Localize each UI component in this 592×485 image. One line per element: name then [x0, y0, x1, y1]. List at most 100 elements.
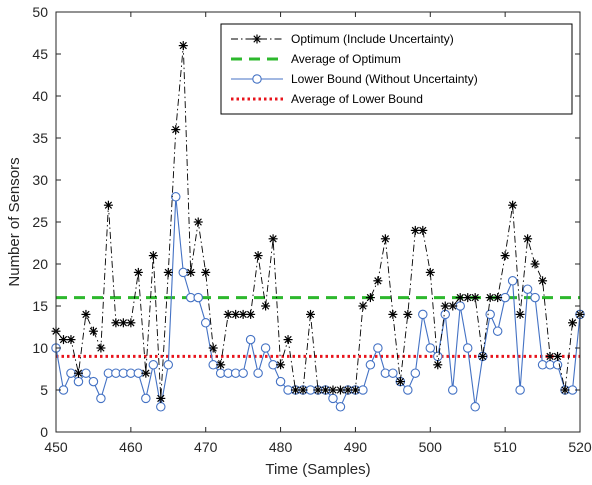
optimum-point — [358, 301, 368, 311]
lower-bound-point — [178, 267, 189, 278]
lower-bound-point — [253, 368, 263, 378]
lower-bound-point — [418, 309, 428, 320]
lower-bound-point — [328, 393, 338, 404]
optimum-point — [223, 309, 233, 319]
optimum-point — [163, 267, 173, 277]
lower-bound-point — [141, 393, 151, 404]
optimum-point — [81, 309, 91, 319]
lower-bound-point — [365, 360, 376, 370]
x-axis-label: Time (Samples) — [265, 461, 370, 478]
optimum-point — [448, 301, 458, 311]
lower-bound-point — [500, 292, 510, 303]
optimum-point — [350, 385, 360, 395]
lower-bound-point — [455, 301, 465, 311]
x-tick-label: 520 — [568, 439, 592, 455]
optimum-point — [88, 326, 98, 336]
lower-bound-point — [388, 368, 398, 378]
optimum-point — [126, 318, 136, 328]
lower-bound-point — [171, 192, 181, 202]
optimum-point — [515, 309, 525, 319]
legend-label-optimum: Optimum (Include Uncertainty) — [291, 32, 454, 46]
lower-bound-point — [156, 402, 166, 412]
legend-swatch-marker — [252, 74, 262, 84]
optimum-point — [66, 335, 76, 345]
x-tick-label: 490 — [344, 439, 368, 455]
legend-label-average-lower-bound: Average of Lower Bound — [291, 92, 423, 106]
legend-swatch-marker — [252, 34, 262, 44]
lower-bound-point — [96, 393, 106, 404]
y-tick-label: 15 — [32, 298, 48, 314]
optimum-point — [485, 293, 495, 303]
legend-item-optimum: Optimum (Include Uncertainty) — [231, 32, 454, 46]
optimum-point — [73, 368, 83, 378]
x-tick-label: 450 — [44, 439, 68, 455]
optimum-point — [171, 125, 181, 135]
lower-bound-point — [433, 351, 443, 362]
y-tick-label: 35 — [32, 130, 48, 146]
lower-bound-point — [515, 385, 525, 395]
lower-bound-point — [410, 368, 421, 378]
lower-bound-point — [522, 284, 533, 294]
optimum-point — [186, 267, 196, 277]
optimum-point — [403, 309, 413, 319]
optimum-point — [560, 385, 570, 395]
optimum-point — [553, 351, 563, 361]
y-tick-label: 5 — [40, 382, 48, 398]
y-tick-label: 50 — [32, 4, 48, 20]
x-tick-label: 500 — [419, 439, 443, 455]
optimum-point — [238, 309, 248, 319]
lower-bound-point — [425, 343, 436, 353]
optimum-point — [568, 318, 578, 328]
y-tick-label: 25 — [32, 214, 48, 230]
axes: 450 460 470 480 490 500 510 5200510152025303540… — [32, 4, 591, 455]
y-tick-label: 30 — [32, 172, 48, 188]
optimum-point — [530, 259, 540, 269]
x-tick-label: 460 — [119, 439, 143, 455]
lower-bound-point — [403, 385, 413, 395]
optimum-point — [253, 251, 263, 261]
optimum-point — [103, 200, 113, 210]
optimum-point — [538, 276, 548, 286]
optimum-point — [365, 293, 375, 303]
optimum-point — [141, 368, 151, 378]
optimum-point — [283, 335, 293, 345]
legend-item-lower-bound: Lower Bound (Without Uncertainty) — [231, 72, 478, 86]
optimum-point — [268, 234, 278, 244]
x-tick-label: 480 — [269, 439, 293, 455]
lower-bound-point — [268, 360, 278, 370]
y-tick-label: 20 — [32, 256, 48, 272]
lower-bound-point — [73, 376, 84, 387]
optimum-point — [156, 393, 166, 403]
optimum-point — [493, 293, 503, 303]
lower-bound-point — [163, 360, 174, 370]
lower-bound-point — [275, 376, 286, 387]
optimum-point — [261, 301, 271, 311]
plot-area — [51, 41, 585, 412]
optimum-point — [500, 251, 510, 261]
lower-bound-point — [440, 309, 451, 320]
legend: Optimum (Include Uncertainty) Average of… — [220, 23, 573, 115]
y-tick-label: 10 — [32, 340, 48, 356]
lower-bound-point — [81, 368, 91, 378]
optimum-point — [388, 309, 398, 319]
lower-bound-markers — [51, 192, 585, 412]
optimum-point — [425, 267, 435, 277]
optimum-point — [380, 234, 390, 244]
lower-bound-point — [88, 376, 99, 387]
lower-bound-point — [66, 368, 76, 378]
legend-item-average-lower-bound: Average of Lower Bound — [231, 92, 423, 106]
lower-bound-point — [492, 326, 503, 336]
lower-bound-point — [238, 368, 248, 378]
y-tick-label: 40 — [32, 88, 48, 104]
x-tick-label: 510 — [493, 439, 517, 455]
optimum-point — [373, 276, 383, 286]
optimum-markers — [51, 41, 585, 403]
optimum-point — [470, 293, 480, 303]
lower-bound-point — [200, 318, 211, 328]
lower-bound-point — [133, 368, 144, 378]
optimum-point — [216, 360, 226, 370]
optimum-point — [298, 385, 308, 395]
lower-bound-point — [507, 276, 518, 286]
optimum-point — [246, 309, 256, 319]
optimum-point — [478, 351, 488, 361]
